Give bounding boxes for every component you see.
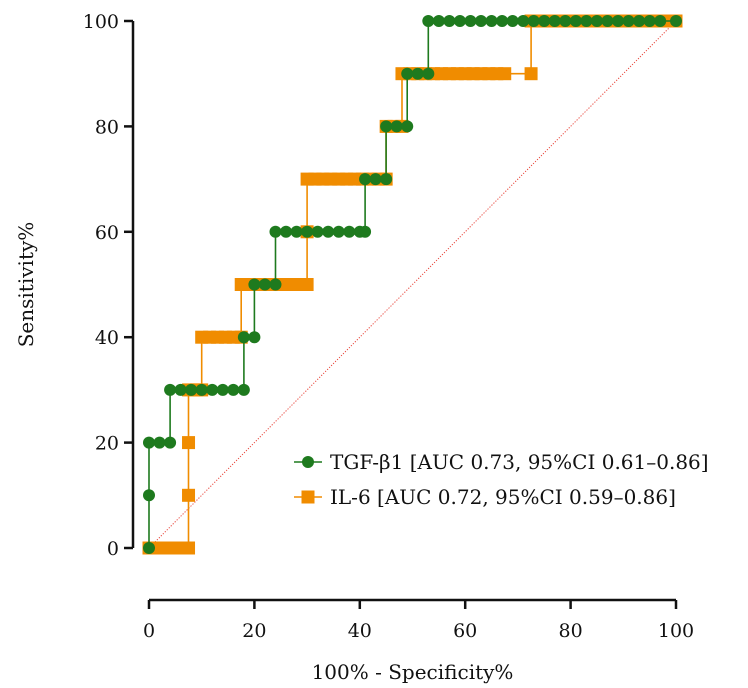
tgf-beta1-point <box>237 383 250 396</box>
y-axis-title: Sensitivity% <box>14 222 38 348</box>
tgf-beta1-point <box>216 383 229 396</box>
tgf-beta1-point <box>485 15 498 27</box>
tgf-beta1-point <box>411 67 424 80</box>
x-tick-label: 0 <box>143 620 155 642</box>
x-axis-title: 100% - Specificity% <box>312 660 514 684</box>
tgf-beta1-point <box>422 67 435 80</box>
tgf-beta1-point <box>248 278 261 291</box>
tgf-beta1-point <box>590 15 603 27</box>
tgf-beta1-point <box>301 225 314 238</box>
reference-diagonal <box>148 20 677 549</box>
tgf-beta1-point <box>269 225 282 238</box>
tgf-beta1-point <box>569 15 582 27</box>
tgf-beta1-point <box>380 173 393 186</box>
x-tick-label: 60 <box>453 620 477 642</box>
tgf-beta1-point <box>311 225 324 238</box>
y-tick-label: 60 <box>95 222 119 244</box>
tgf-beta1-point <box>206 383 219 396</box>
tgf-beta1-point <box>432 15 445 27</box>
legend-marker-square <box>301 490 315 504</box>
tgf-beta1-point <box>143 489 155 502</box>
tgf-beta1-point <box>343 225 356 238</box>
tgf-beta1-point <box>538 15 551 27</box>
tgf-beta1-point <box>258 278 271 291</box>
tgf-beta1-point <box>422 15 435 27</box>
il6-point <box>498 67 512 81</box>
tgf-beta1-point <box>670 15 682 27</box>
legend-marker-circle <box>302 456 314 468</box>
series-tgf-beta1 <box>143 15 682 554</box>
tgf-beta1-point <box>237 331 250 344</box>
x-tick-label: 100 <box>658 620 694 642</box>
axes: 0 20 40 60 80 100 0 20 40 60 80 100 Sensitivity% 1… <box>14 11 694 684</box>
x-tick-label: 20 <box>242 620 266 642</box>
tgf-beta1-point <box>227 383 240 396</box>
tgf-beta1-point <box>401 67 414 80</box>
tgf-beta1-point <box>164 436 177 449</box>
tgf-beta1-point <box>612 15 625 27</box>
tgf-beta1-point <box>548 15 561 27</box>
tgf-beta1-point <box>443 15 456 27</box>
il6-point <box>182 541 196 555</box>
legend: TGF-β1 [AUC 0.73, 95%CI 0.61–0.86] IL-6 … <box>294 450 709 509</box>
legend-item-il6: IL-6 [AUC 0.72, 95%CI 0.59–0.86] <box>294 485 676 509</box>
series-layer <box>142 14 683 555</box>
tgf-beta1-point <box>464 15 477 27</box>
tgf-beta1-point <box>506 15 519 27</box>
tgf-beta1-point <box>401 120 414 133</box>
tgf-beta1-point <box>269 278 282 291</box>
legend-item-tgf-beta1: TGF-β1 [AUC 0.73, 95%CI 0.61–0.86] <box>294 450 709 474</box>
tgf-beta1-point <box>164 383 177 396</box>
tgf-beta1-point <box>601 15 614 27</box>
tgf-beta1-point <box>248 331 261 344</box>
y-tick-label: 20 <box>95 433 119 455</box>
il6-point <box>524 67 538 81</box>
il6-point <box>182 436 196 450</box>
tgf-beta1-point <box>475 15 488 27</box>
tgf-beta1-point <box>559 15 572 27</box>
tgf-beta1-point <box>143 542 155 554</box>
tgf-beta1-point <box>496 15 509 27</box>
tgf-beta1-point <box>633 15 646 27</box>
tgf-beta1-point <box>195 383 208 396</box>
tgf-beta1-point <box>453 15 466 27</box>
y-tick-label: 40 <box>95 327 119 349</box>
y-tick-label: 80 <box>95 116 119 138</box>
x-tick-label: 40 <box>348 620 372 642</box>
y-tick-label: 100 <box>83 11 119 33</box>
il6-point <box>300 278 314 291</box>
tgf-beta1-point <box>390 120 403 133</box>
tgf-beta1-point <box>185 383 198 396</box>
tgf-beta1-point <box>174 383 187 396</box>
tgf-beta1-point <box>654 15 667 27</box>
y-tick-label: 0 <box>107 538 119 560</box>
il6-point <box>182 488 196 502</box>
tgf-beta1-point <box>369 173 382 186</box>
tgf-beta1-point <box>280 225 293 238</box>
x-ticks: 0 20 40 60 80 100 <box>143 600 694 642</box>
tgf-beta1-point <box>332 225 345 238</box>
legend-label-tgf-beta1: TGF-β1 [AUC 0.73, 95%CI 0.61–0.86] <box>330 450 709 474</box>
tgf-beta1-point <box>153 436 166 449</box>
tgf-beta1-point <box>143 436 155 449</box>
tgf-beta1-point <box>527 15 540 27</box>
tgf-beta1-point <box>359 173 372 186</box>
y-ticks: 0 20 40 60 80 100 <box>83 11 133 560</box>
x-tick-label: 80 <box>559 620 583 642</box>
tgf-beta1-point <box>359 225 372 238</box>
tgf-beta1-point <box>322 225 335 238</box>
tgf-beta1-point <box>517 15 530 27</box>
tgf-beta1-point <box>290 225 303 238</box>
tgf-beta1-point <box>380 120 393 133</box>
legend-label-il6: IL-6 [AUC 0.72, 95%CI 0.59–0.86] <box>330 485 676 509</box>
tgf-beta1-point <box>622 15 635 27</box>
tgf-beta1-point <box>580 15 593 27</box>
tgf-beta1-point <box>643 15 656 27</box>
